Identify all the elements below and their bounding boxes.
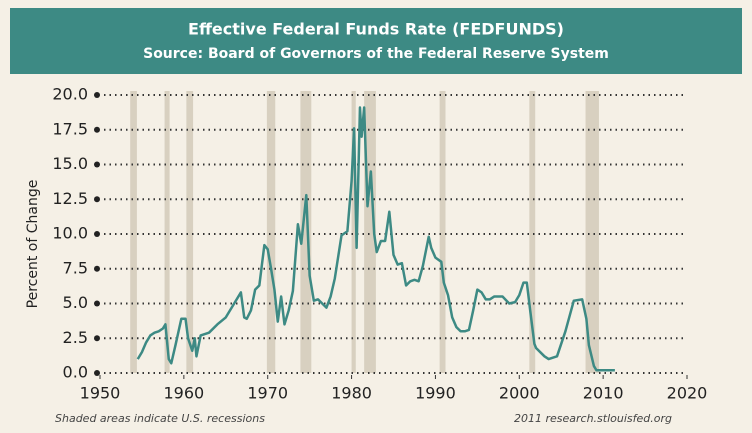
recession-band [439, 91, 446, 373]
x-tick-label: 2000 [499, 384, 540, 403]
y-tick-mark [94, 161, 100, 168]
y-tick-label: 7.5 [63, 258, 88, 277]
x-tick-label: 2010 [583, 384, 624, 403]
recession-band [300, 91, 312, 373]
header-band [10, 8, 742, 74]
y-tick-mark [94, 265, 100, 272]
x-tick-label: 1980 [331, 384, 372, 403]
x-tick-label: 1960 [163, 384, 204, 403]
x-tick-label: 1990 [415, 384, 456, 403]
recession-band [529, 91, 536, 373]
y-tick-mark [94, 300, 100, 307]
x-tick-label: 1950 [80, 384, 121, 403]
y-tick-label: 17.5 [52, 119, 88, 138]
credit: 2011 research.stlouisfed.org [514, 412, 672, 425]
recession-band [351, 91, 356, 373]
y-tick-mark [94, 126, 100, 133]
y-tick-label: 20.0 [52, 85, 88, 104]
recession-band [364, 91, 376, 373]
footnote: Shaded areas indicate U.S. recessions [55, 412, 265, 425]
y-tick-label: 5.0 [63, 293, 88, 312]
y-tick-label: 10.0 [52, 224, 88, 243]
y-tick-label: 2.5 [63, 328, 88, 347]
y-tick-mark [94, 196, 100, 203]
y-tick-mark [94, 335, 100, 342]
y-tick-label: 12.5 [52, 189, 88, 208]
y-axis-label: Percent of Change [25, 180, 41, 309]
series-line [136, 106, 615, 372]
chart-title: Effective Federal Funds Rate (FEDFUNDS) [188, 20, 564, 39]
y-tick-mark [94, 231, 100, 237]
x-tick-label: 2020 [667, 384, 708, 403]
y-tick-label: 0.0 [63, 363, 88, 382]
recession-band [164, 91, 170, 373]
y-tick-mark [94, 370, 100, 376]
y-tick-mark [94, 92, 100, 98]
recession-band [186, 91, 194, 373]
recession-band [130, 91, 137, 373]
chart-subtitle: Source: Board of Governors of the Federa… [143, 46, 609, 62]
x-tick-label: 1970 [247, 384, 288, 403]
recession-band [266, 91, 276, 373]
y-tick-label: 15.0 [52, 154, 88, 173]
